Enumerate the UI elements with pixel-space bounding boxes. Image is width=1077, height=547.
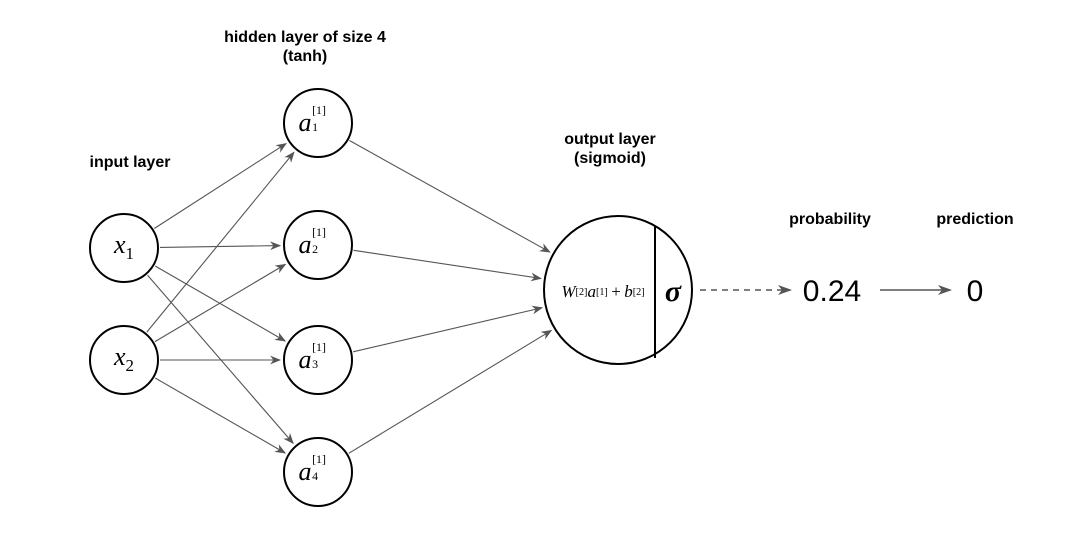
output-node-formula: W[2]a[1] + b[2] bbox=[551, 217, 655, 367]
edges-layer bbox=[0, 0, 1077, 547]
output-node-sigma: σ bbox=[655, 217, 691, 367]
prediction-value: 0 bbox=[915, 275, 1035, 309]
hidden-layer-label: hidden layer of size 4(tanh) bbox=[185, 28, 425, 66]
output-layer-label: output layer(sigmoid) bbox=[490, 130, 730, 168]
prediction-label: prediction bbox=[855, 210, 1077, 229]
probability-value: 0.24 bbox=[772, 275, 892, 309]
diagram-stage: input layer hidden layer of size 4(tanh)… bbox=[0, 0, 1077, 547]
input-layer-label: input layer bbox=[10, 153, 250, 172]
input-node-x1: x1 bbox=[89, 213, 159, 283]
hidden-node-a3: a[1]3 bbox=[283, 325, 353, 395]
hidden-node-a4: a[1]4 bbox=[283, 437, 353, 507]
input-node-x2: x2 bbox=[89, 325, 159, 395]
hidden-node-a2: a[1]2 bbox=[283, 210, 353, 280]
hidden-node-a1: a[1]1 bbox=[283, 88, 353, 158]
output-node: W[2]a[1] + b[2] σ bbox=[543, 215, 693, 365]
